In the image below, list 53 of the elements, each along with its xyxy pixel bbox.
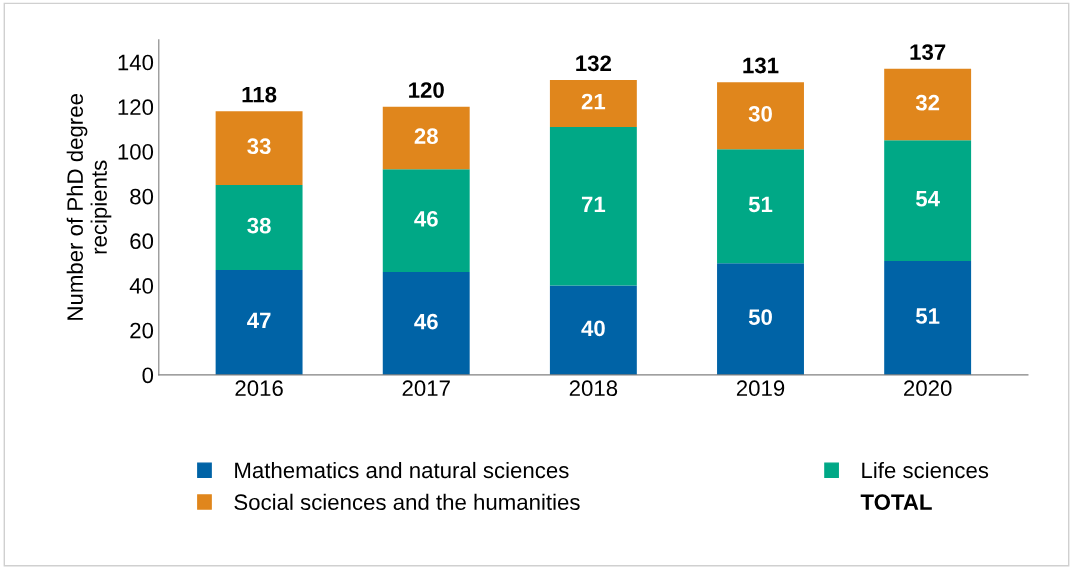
y-tick-label: 140 [118, 54, 154, 71]
y-tick-label: 40 [129, 278, 154, 294]
data-label: 46 [414, 313, 438, 330]
data-label: 33 [247, 138, 271, 155]
y-tick-label: 0 [142, 367, 154, 384]
x-tick-label: 2019 [736, 380, 785, 397]
x-tick-label: 2018 [569, 380, 618, 397]
data-label: 38 [247, 217, 271, 234]
bar [382, 106, 470, 170]
total-label: 118 [242, 86, 277, 103]
data-label: 51 [748, 196, 773, 213]
data-label: 46 [414, 210, 438, 227]
total-label: 131 [743, 57, 779, 74]
data-label: 30 [748, 105, 772, 122]
total-label: 120 [409, 82, 444, 98]
y-tick-label: 20 [130, 322, 154, 339]
x-tick-label: 2020 [904, 380, 952, 397]
total-label: 132 [576, 55, 612, 72]
bar [549, 285, 637, 375]
data-label: 47 [247, 312, 271, 329]
data-label: 21 [581, 93, 606, 110]
y-tick-label: 100 [118, 144, 154, 160]
x-tick-label: 2016 [235, 380, 283, 397]
data-label: 40 [581, 320, 605, 337]
data-label: 54 [915, 191, 940, 207]
bar [884, 68, 972, 141]
x-tick-label: 2017 [402, 380, 450, 397]
bar [717, 263, 804, 375]
data-label: 32 [915, 94, 940, 111]
bar [215, 111, 303, 185]
bar [717, 149, 804, 264]
bar [549, 79, 637, 127]
bar [382, 169, 470, 273]
text: TOTAL [860, 494, 932, 511]
bar [884, 140, 972, 261]
bar [215, 269, 303, 375]
bar [717, 82, 804, 150]
data-label: 50 [748, 309, 772, 325]
y-tick-label: 60 [130, 233, 154, 250]
legend-label: Mathematics and natural sciences [235, 461, 569, 479]
data-label: 71 [581, 196, 606, 212]
bar [215, 184, 303, 270]
y-axis-title: Number of PhD degree recipients [66, 94, 112, 320]
legend-label: Social sciences and the humanities [234, 493, 580, 511]
legend-label: Life sciences [862, 461, 989, 479]
total-label: 137 [910, 44, 946, 60]
y-tick-label: 120 [118, 99, 154, 116]
bar [549, 126, 637, 286]
data-label: 51 [915, 308, 940, 324]
data-label: 28 [414, 128, 438, 145]
y-tick-label: 80 [130, 188, 154, 205]
bar [884, 260, 972, 375]
bar [382, 272, 470, 375]
